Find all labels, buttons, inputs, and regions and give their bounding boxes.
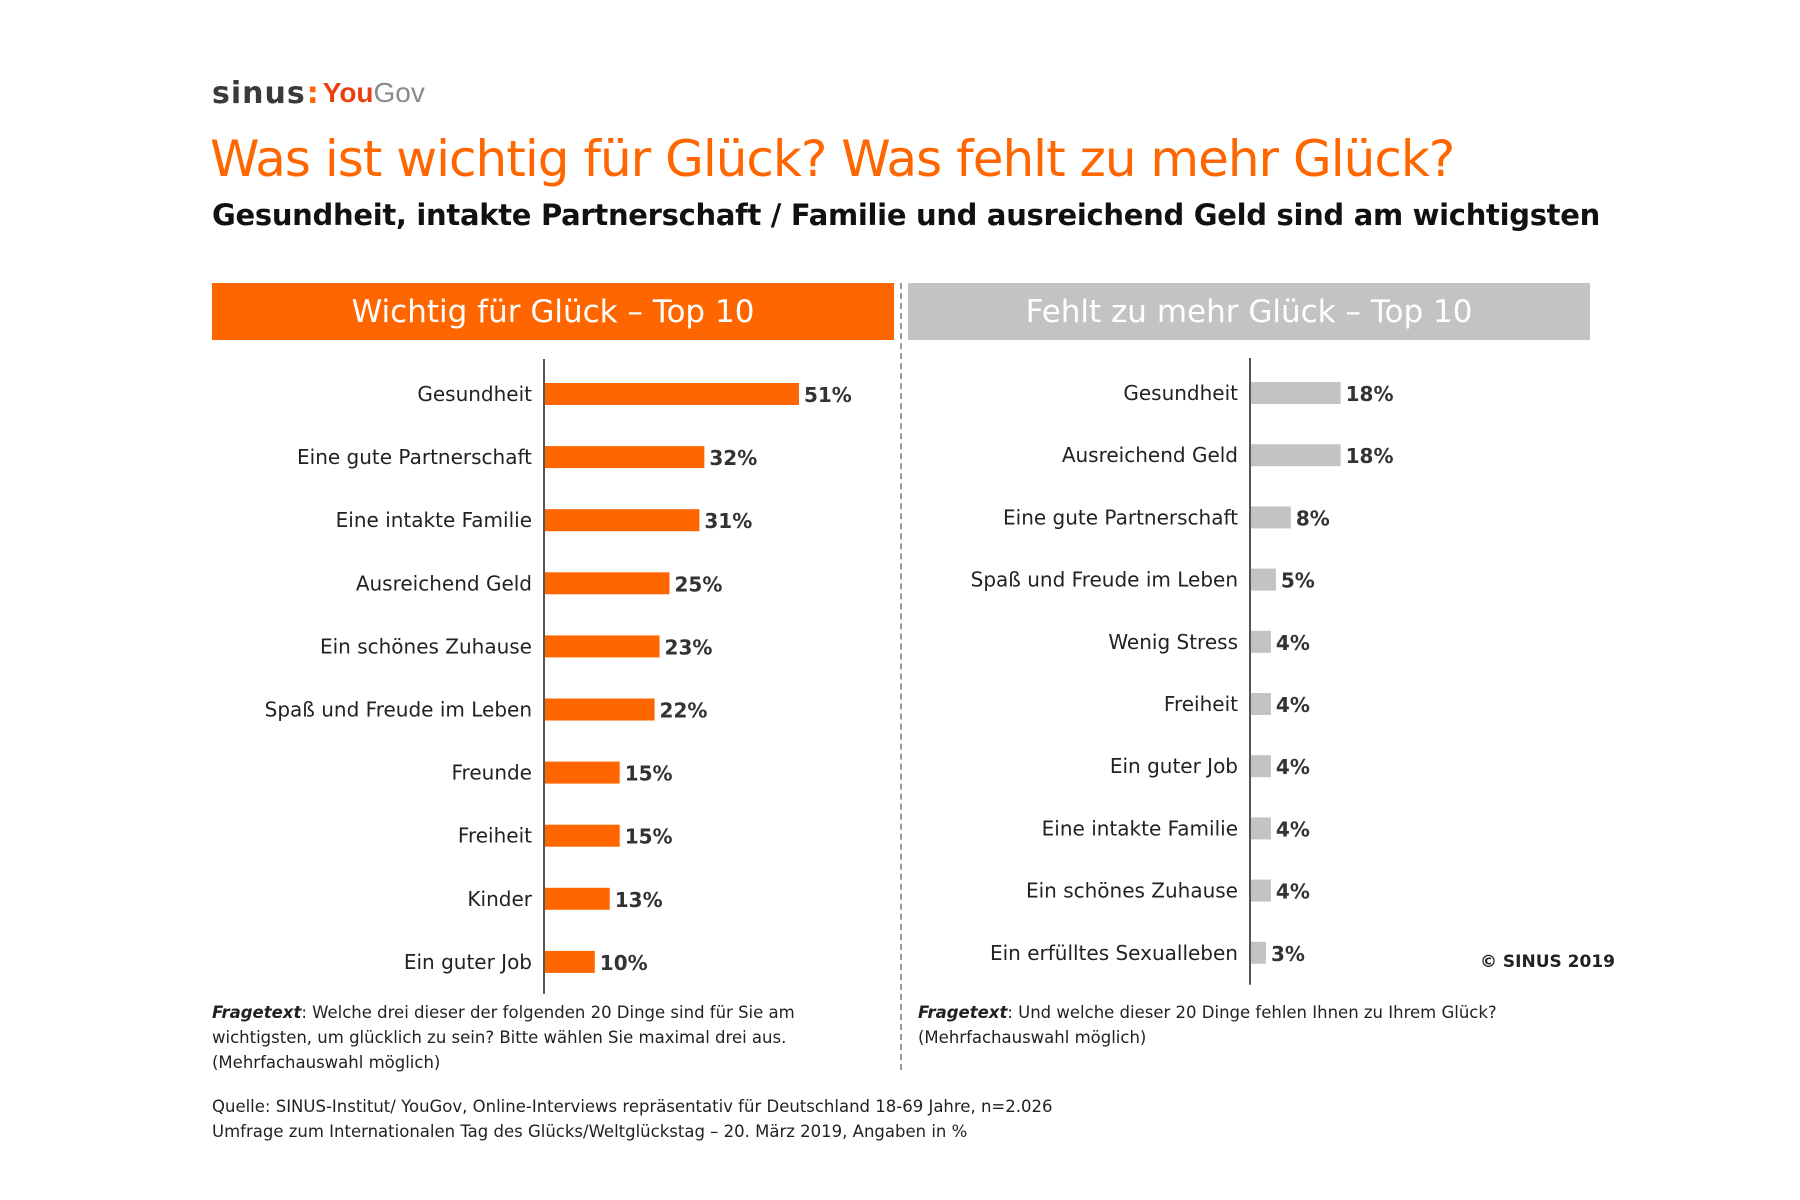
panel-divider xyxy=(900,283,902,1070)
fehlt-category-label: Ein erfülltes Sexualleben xyxy=(990,941,1238,965)
wichtig-bar xyxy=(545,824,620,847)
fehlt-bar xyxy=(1251,941,1266,964)
fehlt-category-label: Eine gute Partnerschaft xyxy=(1003,505,1238,529)
fehlt-category-label: Spaß und Freude im Leben xyxy=(971,568,1238,592)
logo-gov-text: Gov xyxy=(373,77,425,108)
fehlt-bar xyxy=(1251,817,1271,840)
fehlt-value-label: 4% xyxy=(1276,880,1310,904)
logo-separator: : xyxy=(306,75,319,111)
wichtig-category-label: Freiheit xyxy=(458,824,532,848)
fehlt-category-label: Gesundheit xyxy=(1123,381,1238,405)
page-subtitle: Gesundheit, intakte Partnerschaft / Fami… xyxy=(212,198,1600,232)
fehlt-value-label: 18% xyxy=(1346,444,1394,468)
wichtig-bar xyxy=(545,383,799,405)
page-title: Was ist wichtig für Glück? Was fehlt zu … xyxy=(210,130,1455,188)
fehlt-bar xyxy=(1251,506,1291,529)
wichtig-category-label: Freunde xyxy=(452,761,533,785)
wichtig-category-label: Kinder xyxy=(467,887,532,911)
fehlt-value-label: 4% xyxy=(1276,693,1310,717)
copyright: © SINUS 2019 xyxy=(1480,952,1615,972)
wichtig-category-label: Ein schönes Zuhause xyxy=(320,634,532,658)
fehlt-value-label: 18% xyxy=(1346,382,1394,406)
fehlt-category-label: Ausreichend Geld xyxy=(1062,443,1238,467)
fehlt-bar xyxy=(1251,568,1276,591)
wichtig-value-label: 32% xyxy=(709,446,757,470)
fehlt-value-label: 3% xyxy=(1271,942,1305,966)
wichtig-bar xyxy=(545,887,610,910)
wichtig-bar xyxy=(545,509,700,532)
panel-header-wichtig: Wichtig für Glück – Top 10 xyxy=(212,283,894,340)
wichtig-bar xyxy=(545,950,595,973)
fragetext-label-left: Fragetext xyxy=(212,1003,302,1022)
fragetext-left-text: : Welche drei dieser der folgenden 20 Di… xyxy=(212,1003,795,1072)
source-line-2: Umfrage zum Internationalen Tag des Glüc… xyxy=(212,1122,968,1141)
sinus-yougov-logo: sinus : You Gov xyxy=(212,75,425,111)
fragetext-label-right: Fragetext xyxy=(918,1003,1008,1022)
fragetext-right-text: : Und welche dieser 20 Dinge fehlen Ihne… xyxy=(918,1003,1497,1047)
wichtig-value-label: 10% xyxy=(600,951,648,975)
fehlt-bar xyxy=(1251,444,1341,467)
fehlt-value-label: 4% xyxy=(1276,817,1310,841)
fehlt-value-label: 8% xyxy=(1296,506,1330,530)
wichtig-category-label: Eine intakte Familie xyxy=(336,508,532,532)
wichtig-bar xyxy=(545,446,705,469)
fragetext-right: Fragetext: Und welche dieser 20 Dinge fe… xyxy=(918,1000,1568,1050)
fehlt-bar xyxy=(1251,755,1271,778)
wichtig-value-label: 15% xyxy=(625,825,673,849)
fehlt-value-label: 5% xyxy=(1281,569,1315,593)
fehlt-category-label: Eine intakte Familie xyxy=(1042,816,1238,840)
fehlt-bar xyxy=(1251,382,1341,404)
panel-title-wichtig: Wichtig für Glück – Top 10 xyxy=(351,293,755,330)
fehlt-bar xyxy=(1251,630,1271,653)
wichtig-bar xyxy=(545,572,670,595)
fehlt-category-label: Freiheit xyxy=(1164,692,1238,716)
fehlt-value-label: 4% xyxy=(1276,631,1310,655)
wichtig-category-label: Eine gute Partnerschaft xyxy=(297,445,532,469)
wichtig-value-label: 22% xyxy=(660,699,708,723)
panel-header-fehlt: Fehlt zu mehr Glück – Top 10 xyxy=(908,283,1590,340)
logo-you-text: You xyxy=(322,77,374,108)
logo-sinus-text: sinus xyxy=(212,75,306,111)
wichtig-category-label: Spaß und Freude im Leben xyxy=(265,698,532,722)
wichtig-bar xyxy=(545,761,620,784)
fehlt-category-label: Wenig Stress xyxy=(1108,630,1238,654)
wichtig-value-label: 25% xyxy=(675,572,723,596)
wichtig-category-label: Gesundheit xyxy=(417,382,532,406)
wichtig-value-label: 31% xyxy=(704,509,752,533)
wichtig-category-label: Ein guter Job xyxy=(404,950,532,974)
wichtig-value-label: 23% xyxy=(665,635,713,659)
wichtig-category-label: Ausreichend Geld xyxy=(356,571,532,595)
fragetext-left: Fragetext: Welche drei dieser der folgen… xyxy=(212,1000,812,1075)
fehlt-category-label: Ein guter Job xyxy=(1110,754,1238,778)
panel-title-fehlt: Fehlt zu mehr Glück – Top 10 xyxy=(1025,293,1473,330)
fehlt-bar xyxy=(1251,693,1271,715)
fehlt-bar xyxy=(1251,879,1271,902)
fehlt-value-label: 4% xyxy=(1276,755,1310,779)
wichtig-value-label: 15% xyxy=(625,762,673,786)
wichtig-value-label: 13% xyxy=(615,888,663,912)
source-note: Quelle: SINUS-Institut/ YouGov, Online-I… xyxy=(212,1094,1052,1144)
source-line-1: Quelle: SINUS-Institut/ YouGov, Online-I… xyxy=(212,1097,1053,1116)
wichtig-bar xyxy=(545,698,655,721)
wichtig-bar xyxy=(545,635,660,658)
wichtig-value-label: 51% xyxy=(804,383,852,407)
fehlt-category-label: Ein schönes Zuhause xyxy=(1026,879,1238,903)
